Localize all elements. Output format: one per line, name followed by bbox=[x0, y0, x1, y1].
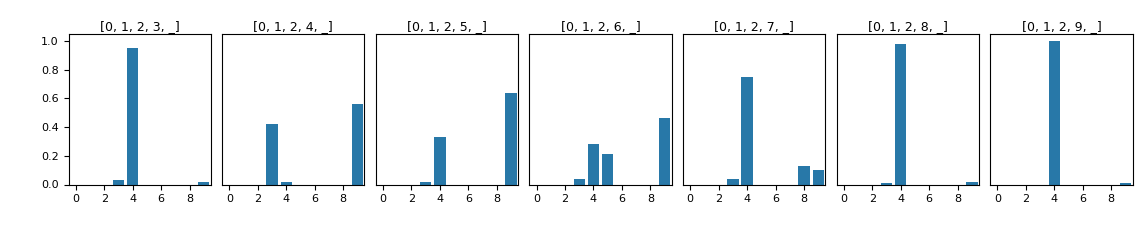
Bar bbox=[506, 93, 517, 184]
Bar bbox=[573, 179, 585, 184]
Bar bbox=[728, 179, 739, 184]
Bar bbox=[198, 182, 209, 184]
Bar bbox=[799, 166, 810, 184]
Bar bbox=[967, 182, 977, 184]
Title: [0, 1, 2, 7, _]: [0, 1, 2, 7, _] bbox=[714, 20, 794, 33]
Bar bbox=[1120, 183, 1131, 184]
Title: [0, 1, 2, 5, _]: [0, 1, 2, 5, _] bbox=[407, 20, 487, 33]
Title: [0, 1, 2, 8, _]: [0, 1, 2, 8, _] bbox=[868, 20, 947, 33]
Bar bbox=[420, 182, 431, 184]
Bar bbox=[659, 118, 670, 184]
Bar bbox=[602, 154, 613, 184]
Bar bbox=[127, 48, 138, 184]
Bar bbox=[741, 77, 753, 184]
Bar bbox=[267, 124, 278, 184]
Bar bbox=[895, 44, 906, 184]
Bar bbox=[113, 180, 124, 184]
Bar bbox=[588, 144, 599, 184]
Title: [0, 1, 2, 9, _]: [0, 1, 2, 9, _] bbox=[1022, 20, 1102, 33]
Bar bbox=[812, 170, 824, 184]
Bar bbox=[881, 183, 892, 184]
Bar bbox=[435, 137, 445, 184]
Bar bbox=[1049, 41, 1060, 184]
Bar bbox=[280, 182, 292, 184]
Title: [0, 1, 2, 4, _]: [0, 1, 2, 4, _] bbox=[254, 20, 333, 33]
Title: [0, 1, 2, 3, _]: [0, 1, 2, 3, _] bbox=[100, 20, 180, 33]
Title: [0, 1, 2, 6, _]: [0, 1, 2, 6, _] bbox=[561, 20, 641, 33]
Bar bbox=[351, 104, 363, 184]
